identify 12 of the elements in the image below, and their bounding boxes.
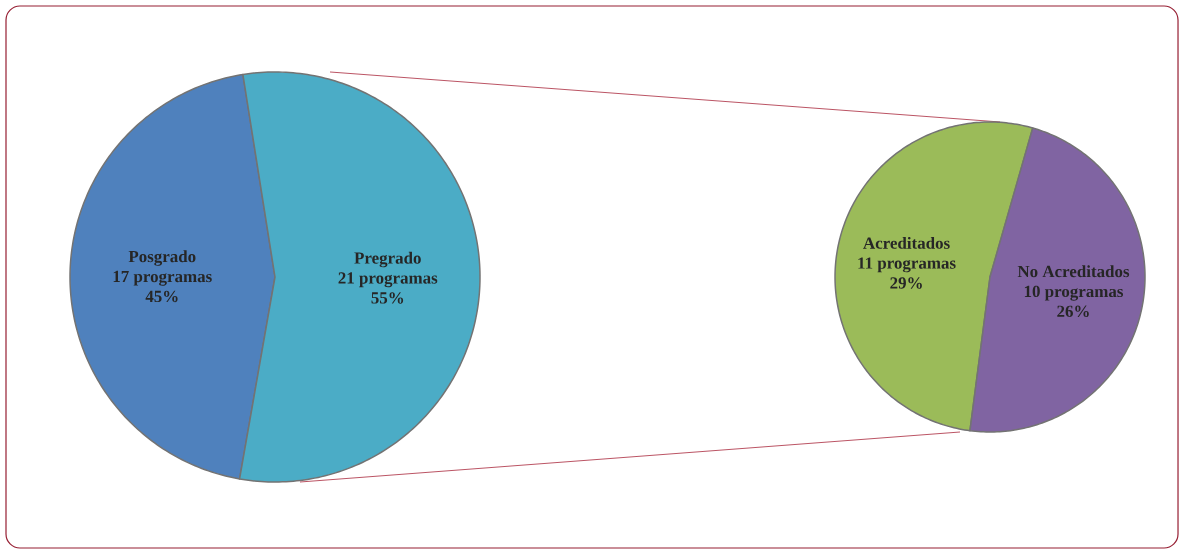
- slice-label: Acreditados: [863, 236, 950, 249]
- text: 29%: [890, 277, 922, 289]
- data-label: 21 programas: [338, 272, 438, 288]
- data-label: 17 programas: [113, 270, 212, 286]
- text: 45%: [145, 290, 178, 303]
- text: 55%: [371, 292, 404, 304]
- data-label: 11 programas: [858, 257, 956, 273]
- text: 26%: [1057, 305, 1089, 318]
- data-label: 10 programas: [1024, 285, 1124, 301]
- slice-label: Pregrado: [354, 251, 421, 268]
- slice-label: No Acreditados: [1017, 265, 1130, 278]
- slice-label: Posgrado: [128, 250, 196, 266]
